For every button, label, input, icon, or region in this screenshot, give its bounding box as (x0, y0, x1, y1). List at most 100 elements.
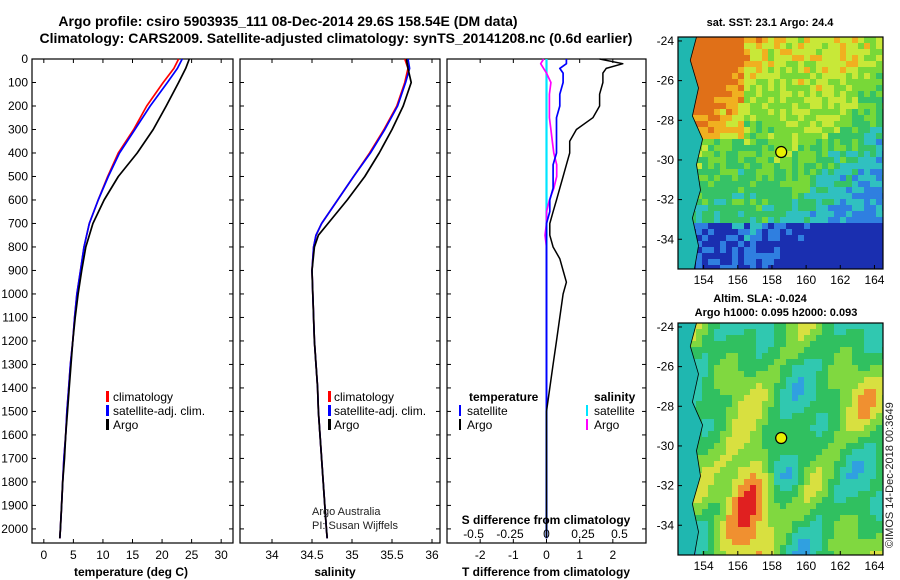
map-cell (702, 497, 709, 504)
map-cell (810, 163, 817, 170)
map-cell (822, 551, 829, 555)
map-cell (852, 431, 859, 438)
map-cell (744, 55, 751, 62)
depth-tick-label: 1400 (1, 381, 28, 395)
map-cell (786, 341, 793, 348)
map-cell (864, 247, 871, 254)
map-cell (792, 545, 799, 552)
map-cell (744, 217, 751, 224)
map-cell (834, 353, 841, 360)
map-cell (840, 371, 847, 378)
map-cell (840, 503, 847, 510)
map-cell (846, 229, 853, 236)
map-cell (690, 49, 697, 56)
map-cell (792, 521, 799, 528)
map-cell (864, 157, 871, 164)
map-cell (714, 121, 721, 128)
lat-tick-label: -30 (657, 439, 675, 453)
map-cell (798, 395, 805, 402)
map-cell (708, 139, 715, 146)
map-cell (798, 253, 805, 260)
map-cell (762, 43, 769, 50)
map-cell (738, 491, 745, 498)
map-cell (870, 437, 877, 444)
map-cell (840, 395, 847, 402)
map-cell (828, 193, 835, 200)
map-cell (750, 217, 757, 224)
map-cell (720, 241, 727, 248)
map-cell (738, 479, 745, 486)
map-cell (828, 265, 835, 269)
map-cell (768, 521, 775, 528)
map-cell (828, 467, 835, 474)
map-cell (708, 347, 715, 354)
map-cell (870, 455, 877, 462)
map-cell (792, 335, 799, 342)
map-cell (840, 335, 847, 342)
map-cell (738, 539, 745, 546)
map-cell (840, 187, 847, 194)
map-cell (858, 515, 865, 522)
map-cell (732, 527, 739, 534)
map-cell (846, 37, 853, 44)
map-cell (798, 419, 805, 426)
map-cell (768, 157, 775, 164)
map-cell (744, 265, 751, 269)
map-cell (846, 467, 853, 474)
map-cell (864, 461, 871, 468)
map-cell (738, 223, 745, 230)
map-cell (792, 509, 799, 516)
map-cell (774, 139, 781, 146)
map-cell (786, 359, 793, 366)
map-cell (756, 527, 763, 534)
map-cell (768, 229, 775, 236)
map-cell (876, 497, 883, 504)
map-cell (708, 491, 715, 498)
map-cell (744, 175, 751, 182)
map-cell (720, 389, 727, 396)
map-cell (864, 199, 871, 206)
map-cell (696, 323, 703, 330)
map-cell (720, 163, 727, 170)
map-cell (840, 413, 847, 420)
map-cell (828, 371, 835, 378)
map-cell (804, 455, 811, 462)
sst-map-title: sat. SST: 23.1 Argo: 24.4 (707, 17, 835, 29)
map-cell (852, 509, 859, 516)
map-cell (858, 49, 865, 56)
map-cell (744, 115, 751, 122)
map-cell (822, 539, 829, 546)
map-cell (852, 259, 859, 266)
map-cell (816, 121, 823, 128)
map-cell (840, 229, 847, 236)
map-cell (792, 217, 799, 224)
map-cell (834, 425, 841, 432)
map-cell (768, 85, 775, 92)
map-cell (810, 223, 817, 230)
map-cell (768, 127, 775, 134)
map-cell (852, 551, 859, 555)
map-cell (792, 473, 799, 480)
map-cell (774, 55, 781, 62)
map-cell (822, 419, 829, 426)
map-cell (768, 181, 775, 188)
map-cell (774, 491, 781, 498)
map-cell (702, 365, 709, 372)
map-cell (804, 491, 811, 498)
map-cell (738, 151, 745, 158)
depth-tick-label: 500 (8, 169, 28, 183)
map-cell (762, 347, 769, 354)
map-cell (840, 437, 847, 444)
map-cell (852, 437, 859, 444)
map-cell (792, 377, 799, 384)
map-cell (774, 181, 781, 188)
map-cell (792, 455, 799, 462)
map-cell (726, 521, 733, 528)
map-cell (756, 503, 763, 510)
map-cell (774, 85, 781, 92)
map-cell (768, 259, 775, 266)
map-cell (750, 551, 757, 555)
map-cell (852, 329, 859, 336)
map-cell (846, 253, 853, 260)
map-cell (858, 467, 865, 474)
